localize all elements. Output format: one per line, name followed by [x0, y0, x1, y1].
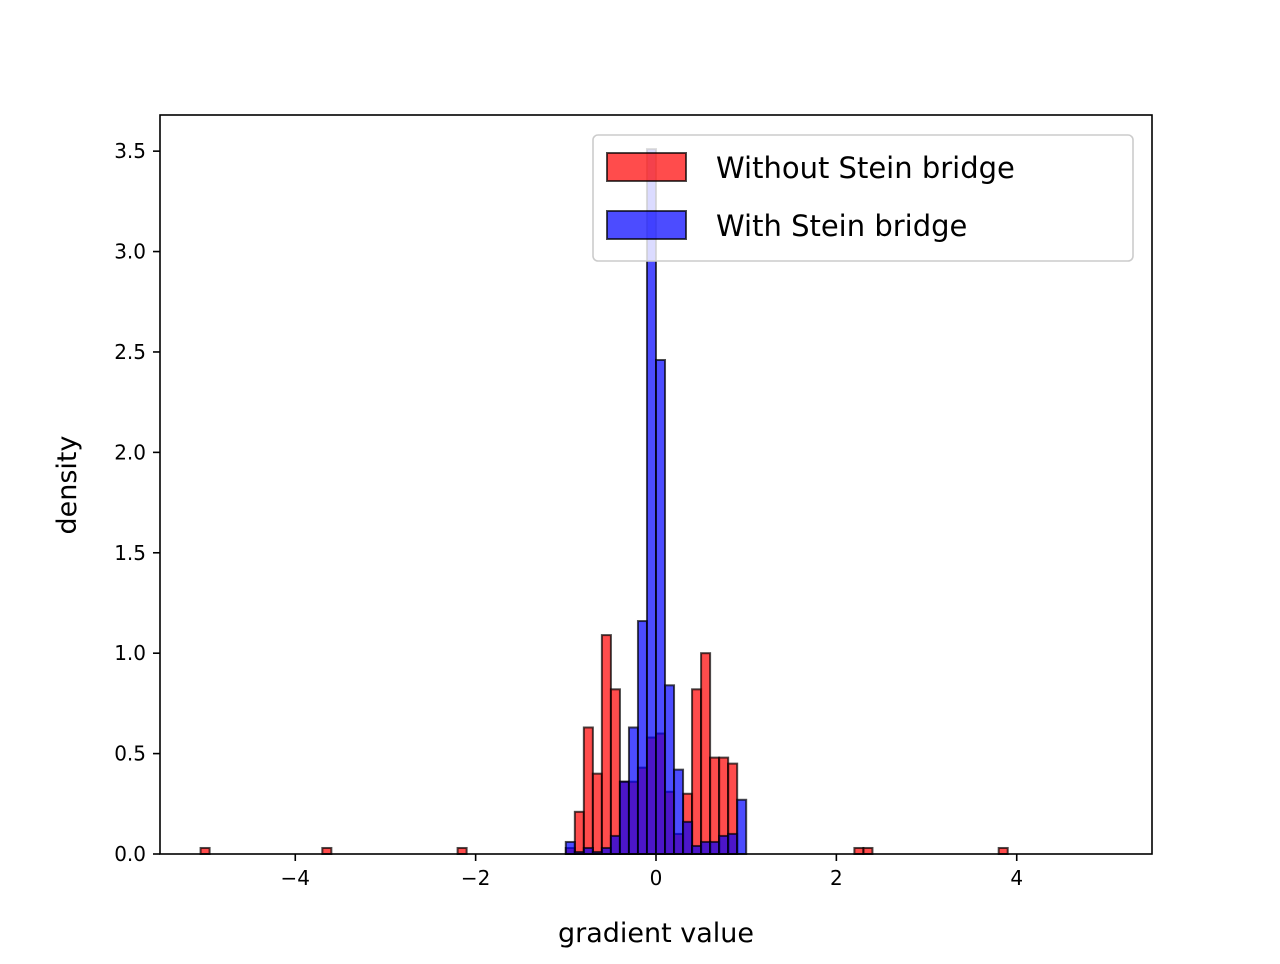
x-tick-label: −2 — [461, 866, 490, 890]
bar-with-stein-bridge-0 — [564, 840, 576, 856]
x-axis-ticks: −4 −2 0 2 4 — [281, 854, 1023, 890]
bar-with-stein-bridge-10 — [655, 358, 667, 855]
bar-with-stein-bridge-16 — [709, 840, 721, 856]
bar-without-stein-bridge-8 — [609, 688, 621, 856]
bar-without-stein-bridge-18 — [700, 652, 712, 855]
y-tick-label: 0.5 — [114, 742, 146, 766]
bar-without-stein-bridge-23 — [862, 846, 874, 855]
bar-with-stein-bridge-19 — [736, 798, 748, 856]
bar-with-stein-bridge-7 — [627, 726, 639, 855]
bar-without-stein-bridge-17 — [691, 688, 703, 856]
bar-with-stein-bridge-13 — [682, 820, 694, 855]
y-tick-label: 0.0 — [114, 842, 146, 866]
y-tick-label: 3.0 — [114, 240, 146, 264]
legend-swatch-without-stein-bridge — [606, 152, 687, 182]
y-axis-label: density — [52, 435, 83, 534]
x-tick-label: 0 — [650, 866, 663, 890]
bar-without-stein-bridge-24 — [997, 846, 1009, 855]
x-tick-label: 4 — [1010, 866, 1023, 890]
bar-without-stein-bridge-1 — [321, 846, 333, 855]
x-tick-label: −4 — [281, 866, 310, 890]
y-tick-label: 2.5 — [114, 340, 146, 364]
bar-without-stein-bridge-5 — [582, 726, 594, 855]
bar-with-stein-bridge-15 — [700, 840, 712, 856]
y-tick-label: 2.0 — [114, 440, 146, 464]
bar-with-stein-bridge-2 — [582, 846, 594, 855]
y-axis-ticks: 0.0 0.5 1.0 1.5 2.0 2.5 3.0 3.5 — [114, 139, 160, 866]
x-axis-label: gradient value — [558, 918, 754, 949]
legend: Without Stein bridge With Stein bridge — [592, 134, 1134, 262]
bars-layer — [199, 148, 1009, 856]
bar-without-stein-bridge-22 — [853, 846, 865, 855]
legend-label-without-stein-bridge: Without Stein bridge — [716, 151, 1015, 185]
bar-with-stein-bridge-4 — [600, 846, 612, 855]
legend-frame — [592, 134, 1134, 262]
bar-without-stein-bridge-4 — [573, 810, 585, 856]
legend-label-with-stein-bridge: With Stein bridge — [716, 209, 967, 243]
bar-without-stein-bridge-0 — [199, 846, 211, 855]
y-tick-label: 1.5 — [114, 541, 146, 565]
bar-with-stein-bridge-18 — [727, 832, 739, 855]
bar-with-stein-bridge-17 — [718, 834, 730, 855]
bar-without-stein-bridge-19 — [709, 756, 721, 855]
bar-with-stein-bridge-8 — [636, 620, 648, 855]
bar-with-stein-bridge-5 — [609, 834, 621, 855]
y-tick-label: 1.0 — [114, 641, 146, 665]
legend-swatch-with-stein-bridge — [606, 210, 687, 240]
bar-with-stein-bridge-14 — [691, 844, 703, 855]
bar-without-stein-bridge-2 — [456, 846, 468, 855]
bar-without-stein-bridge-7 — [600, 634, 612, 855]
y-tick-label: 3.5 — [114, 139, 146, 163]
bar-without-stein-bridge-6 — [591, 772, 603, 855]
bar-with-stein-bridge-6 — [618, 780, 630, 856]
x-tick-label: 2 — [830, 866, 843, 890]
bar-with-stein-bridge-12 — [673, 768, 685, 855]
bar-with-stein-bridge-11 — [664, 684, 676, 855]
